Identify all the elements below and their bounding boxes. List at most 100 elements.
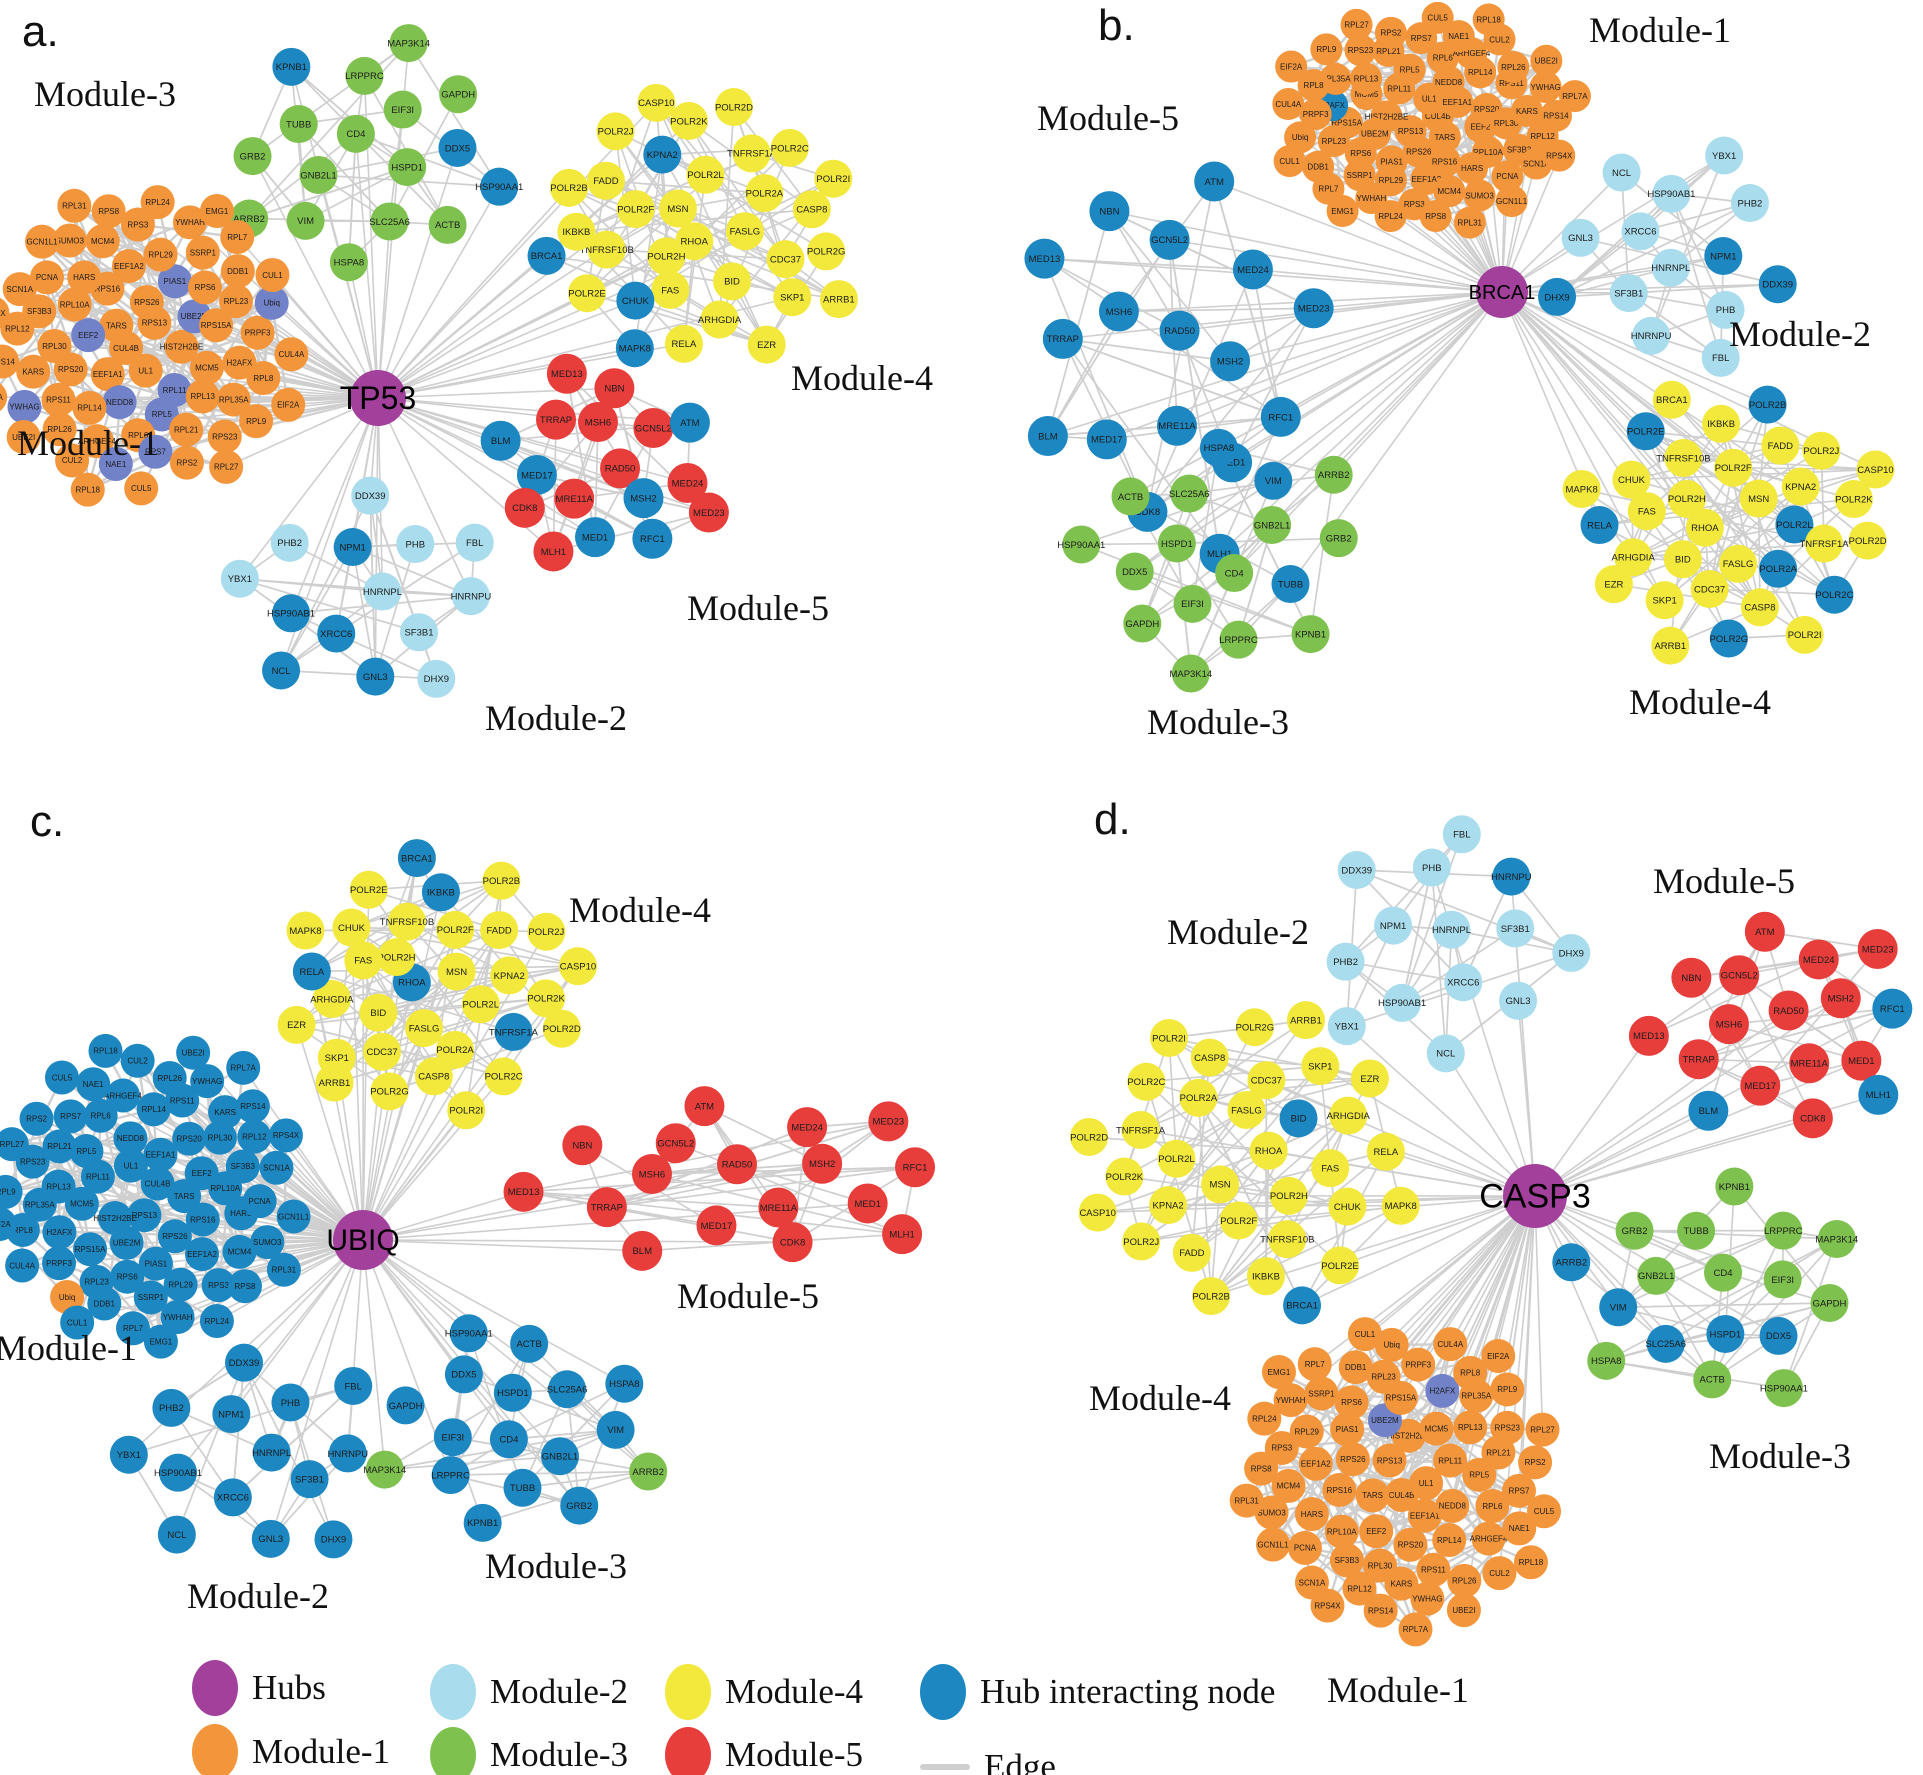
node-GCN1L1[interactable]: GCN1L1 [276,1199,311,1234]
node-LRPPRC[interactable]: LRPPRC [345,56,384,95]
node-KPNA2[interactable]: KPNA2 [643,135,682,174]
node-POLR2C[interactable]: POLR2C [1127,1062,1165,1101]
node-CHUK[interactable]: CHUK [1328,1187,1367,1226]
node-BLM[interactable]: BLM [1027,415,1068,456]
node-POLR2I[interactable]: POLR2I [1785,615,1824,654]
node-SF3B1[interactable]: SF3B1 [399,613,438,652]
node-ATM[interactable]: ATM [1744,911,1785,952]
node-POLR2I[interactable]: POLR2I [447,1091,486,1130]
node-MRE11A[interactable]: MRE11A [554,478,595,519]
node-DDX5[interactable]: DDX5 [438,128,477,167]
node-NPM1[interactable]: NPM1 [333,528,372,567]
node-POLR2G[interactable]: POLR2G [807,232,846,271]
node-YBX1[interactable]: YBX1 [220,559,259,598]
hub-UBIQ[interactable]: UBIQ [326,1210,400,1270]
node-MED17[interactable]: MED17 [1086,419,1127,460]
node-CUL5[interactable]: CUL5 [124,471,159,506]
node-YWHAG[interactable]: YWHAG [7,389,42,424]
node-MAP3K14[interactable]: MAP3K14 [363,1450,406,1489]
node-FASLG[interactable]: FASLG [405,1009,444,1048]
node-NCL[interactable]: NCL [262,651,301,690]
node-EEF1A2[interactable]: EEF1A2 [184,1237,219,1272]
node-EZR[interactable]: EZR [277,1005,316,1044]
node-MED24[interactable]: MED24 [1232,249,1273,290]
node-RPL21[interactable]: RPL21 [169,412,204,447]
node-PRPF3[interactable]: PRPF3 [42,1246,77,1281]
node-PHB2[interactable]: PHB2 [270,523,309,562]
node-ARRB1[interactable]: ARRB1 [819,280,858,319]
node-RAD50[interactable]: RAD50 [1159,310,1200,351]
node-EZR[interactable]: EZR [747,325,786,364]
node-RPL7A[interactable]: RPL7A [1398,1612,1433,1647]
node-RPS2[interactable]: RPS2 [19,1101,54,1136]
node-PCNA[interactable]: PCNA [242,1184,277,1219]
node-ARRB2[interactable]: ARRB2 [629,1452,668,1491]
node-DDX39[interactable]: DDX39 [1337,851,1376,890]
node-RPL31[interactable]: RPL31 [1453,206,1486,239]
node-POLR2I[interactable]: POLR2I [814,159,853,198]
node-RPS15A[interactable]: RPS15A [73,1232,108,1267]
node-DDB1[interactable]: DDB1 [220,254,255,289]
node-GNL3[interactable]: GNL3 [251,1519,290,1558]
node-BLM[interactable]: BLM [480,420,521,461]
node-POLR2E[interactable]: POLR2E [1626,412,1665,451]
node-POLR2D[interactable]: POLR2D [1070,1117,1108,1156]
node-POLR2C[interactable]: POLR2C [485,1057,523,1096]
node-NPM1[interactable]: NPM1 [1374,906,1413,945]
node-HNRNPU[interactable]: HNRNPU [1491,857,1532,896]
node-GNB2L1[interactable]: GNB2L1 [1637,1256,1676,1295]
node-POLR2D[interactable]: POLR2D [715,88,753,127]
node-RPS8[interactable]: RPS8 [1419,200,1452,233]
node-EEF1A2[interactable]: EEF1A2 [111,249,146,284]
node-RPL13[interactable]: RPL13 [1453,1410,1488,1445]
node-NBN[interactable]: NBN [562,1125,603,1166]
node-RFC1[interactable]: RFC1 [895,1147,936,1188]
node-IKBKB[interactable]: IKBKB [1246,1257,1285,1296]
node-VIM[interactable]: VIM [286,201,325,240]
node-POLR2H[interactable]: POLR2H [647,237,686,276]
node-TARS[interactable]: TARS [1355,1478,1390,1513]
node-MED23[interactable]: MED23 [868,1101,909,1142]
node-RELA[interactable]: RELA [664,324,703,363]
node-GAPDH[interactable]: GAPDH [1810,1283,1849,1322]
node-RPL12[interactable]: RPL12 [237,1119,272,1154]
node-TRRAP[interactable]: TRRAP [586,1187,627,1228]
node-CUL5[interactable]: CUL5 [1421,1,1454,34]
node-POLR2A[interactable]: POLR2A [1179,1078,1218,1117]
node-GAPDH[interactable]: GAPDH [439,75,478,114]
node-FADD[interactable]: FADD [586,161,625,200]
node-MAP3K14[interactable]: MAP3K14 [1815,1220,1858,1259]
node-POLR2H[interactable]: POLR2H [1270,1176,1308,1215]
node-POLR2B[interactable]: POLR2B [1748,385,1787,424]
node-POLR2E[interactable]: POLR2E [1321,1246,1360,1285]
node-RPL31[interactable]: RPL31 [57,188,92,223]
node-HSP90AA1[interactable]: HSP90AA1 [1057,525,1105,564]
node-PHB2[interactable]: PHB2 [152,1388,191,1427]
node-TRRAP[interactable]: TRRAP [1678,1039,1719,1080]
node-NEDD8[interactable]: NEDD8 [1435,1488,1470,1523]
node-POLR2H[interactable]: POLR2H [378,938,416,977]
node-POLR2B[interactable]: POLR2B [482,861,521,900]
node-RPL31[interactable]: RPL31 [266,1252,301,1287]
node-GCN5L2[interactable]: GCN5L2 [1719,955,1760,996]
node-RPL11[interactable]: RPL11 [1433,1443,1468,1478]
node-MSH2[interactable]: MSH2 [1210,341,1251,382]
node-RPS8[interactable]: RPS8 [227,1269,262,1304]
node-CUL1[interactable]: CUL1 [1347,1317,1382,1352]
node-MSN[interactable]: MSN [1201,1165,1240,1204]
node-EEF2[interactable]: EEF2 [71,318,106,353]
node-ARRB2[interactable]: ARRB2 [1552,1243,1591,1282]
node-RPS23[interactable]: RPS23 [1490,1410,1525,1445]
node-RPS20[interactable]: RPS20 [172,1121,207,1156]
node-KARS[interactable]: KARS [16,354,51,389]
node-EIF3I[interactable]: EIF3I [1173,584,1212,623]
node-MED24[interactable]: MED24 [787,1107,828,1148]
node-EIF2A[interactable]: EIF2A [1275,50,1308,83]
node-HSPA8[interactable]: HSPA8 [329,243,368,282]
node-RPL9[interactable]: RPL9 [1490,1372,1525,1407]
node-POLR2D[interactable]: POLR2D [1849,521,1887,560]
node-RHOA[interactable]: RHOA [1249,1131,1288,1170]
node-FAS[interactable]: FAS [1311,1149,1350,1188]
node-MED1[interactable]: MED1 [847,1183,888,1224]
node-UBE2I[interactable]: UBE2I [176,1035,211,1070]
